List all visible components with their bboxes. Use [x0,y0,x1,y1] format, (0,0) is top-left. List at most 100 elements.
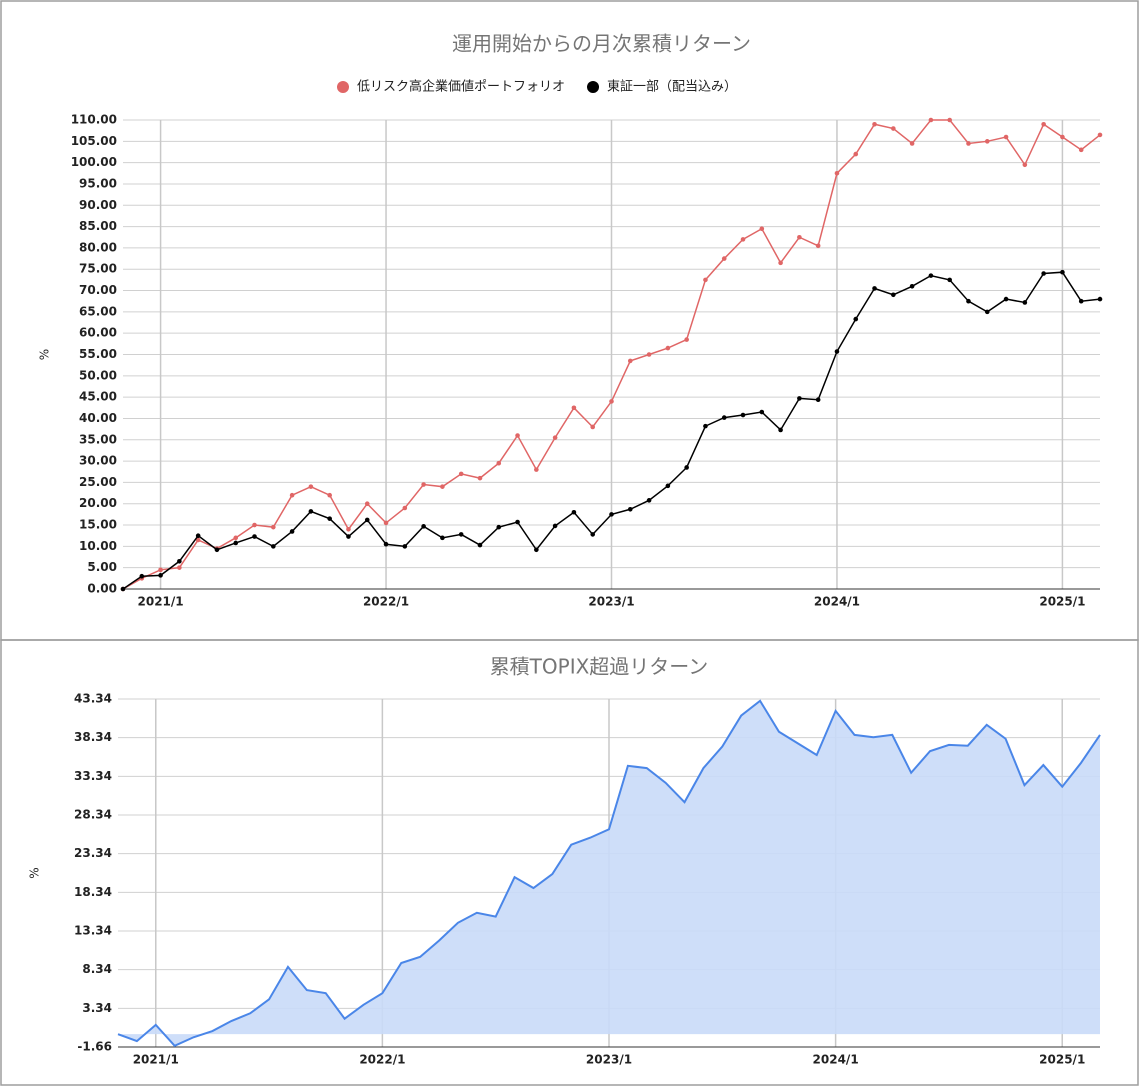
point [515,433,520,438]
point [496,524,502,530]
point [759,226,765,232]
y-tick-label: 70.00 [79,283,117,297]
x-tick-label: 2025/1 [1039,595,1085,609]
legend-label: 東証一部（配当込み） [607,79,737,95]
point [383,541,389,547]
point [778,260,783,266]
point [252,522,257,528]
point [1078,147,1084,153]
point [891,292,896,298]
y-axis-label: % [38,349,52,360]
point [177,558,182,564]
legend-marker [337,81,349,93]
y-tick-label: 85.00 [79,219,117,233]
point [1022,300,1028,305]
point [665,483,671,489]
panel-border [0,0,1139,641]
point [534,467,539,472]
x-tick-label: 2024/1 [814,595,860,609]
point [402,505,408,511]
legend-marker [587,81,600,93]
y-tick-label: 33.34 [74,769,112,783]
point [402,544,408,549]
point [458,471,464,477]
y-tick-label: 90.00 [79,198,117,212]
x-tick-label: 2021/1 [133,1053,179,1067]
y-tick-label: 30.00 [79,454,117,468]
point [1041,271,1046,276]
point [909,283,915,289]
point [759,409,765,415]
y-tick-label: 75.00 [79,262,117,276]
point [195,537,201,543]
point [214,547,220,553]
point [252,534,257,539]
point [703,277,708,283]
point [233,540,239,546]
y-tick-label: 50.00 [79,368,117,382]
y-tick-label: 10.00 [79,539,117,553]
area-line [117,699,1101,1047]
point [797,396,802,401]
point [534,547,539,553]
point [947,117,952,123]
point [609,399,614,404]
point [590,424,596,430]
point [928,273,934,278]
y-tick-label: 65.00 [79,304,117,318]
point [834,349,840,354]
point [834,170,840,176]
point [872,286,877,291]
point [627,358,633,364]
x-tick-label: 2023/1 [588,595,634,609]
x-tick-label: 2021/1 [138,595,184,609]
y-tick-label: 55.00 [79,347,117,361]
point [1060,134,1065,140]
point [271,524,276,530]
y-tick-label: 28.34 [74,808,112,822]
x-tick-label: 2025/1 [1039,1053,1085,1067]
point [364,501,370,507]
x-tick-label: 2022/1 [363,595,409,609]
y-tick-label: 100.00 [71,155,117,169]
legend-label: 低リスク高企業価値ポートフォリオ [357,79,565,95]
point [815,397,821,402]
area-fill [118,700,1100,1046]
point [909,141,915,146]
point [177,565,182,570]
chart-title: 累積TOPIX超過リターン [490,655,709,679]
point [1022,162,1028,168]
y-tick-label: 25.00 [79,475,117,489]
point [1078,298,1084,304]
point [947,277,952,283]
point [1041,121,1046,127]
point [571,405,577,411]
y-tick-label: 43.34 [74,692,112,706]
y-tick-label: 20.00 [79,496,117,510]
y-axis-label: % [28,867,42,878]
point [966,141,971,146]
point [1003,134,1009,140]
point [646,352,652,357]
y-tick-label: 105.00 [71,134,117,148]
point [1097,132,1103,138]
x-tick-label: 2024/1 [813,1053,859,1067]
point [1060,269,1065,275]
point [289,529,295,534]
point [891,126,896,131]
point [665,345,671,351]
point [308,509,314,514]
y-tick-label: 35.00 [79,432,117,446]
y-tick-label: 8.34 [82,962,112,976]
y-tick-label: 38.34 [74,730,112,744]
point [703,423,708,429]
point [984,139,990,144]
point [928,117,934,123]
point [289,492,295,498]
point [233,535,239,541]
point [684,465,689,470]
chart-title: 運用開始からの月次累積リターン [452,32,751,56]
y-tick-label: 80.00 [79,240,117,254]
point [740,237,746,242]
point [271,544,276,549]
